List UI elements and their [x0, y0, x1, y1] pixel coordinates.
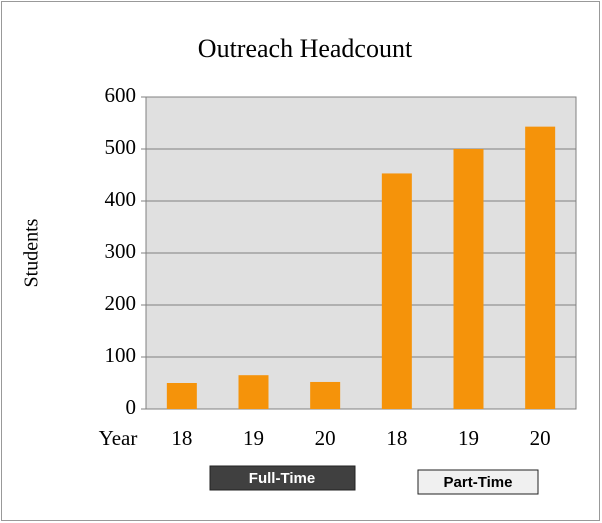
chart-title: Outreach Headcount: [198, 34, 413, 63]
x-axis-label: Year: [99, 426, 138, 450]
x-tick-label: 19: [243, 426, 264, 450]
bar: [238, 375, 269, 409]
y-tick-label: 400: [105, 187, 137, 211]
bar: [453, 149, 484, 409]
bar: [381, 173, 412, 409]
group-label: Full-Time: [249, 470, 315, 487]
bar: [525, 126, 556, 409]
y-axis-label: Students: [21, 218, 43, 287]
x-tick-label: 20: [530, 426, 551, 450]
bar: [166, 383, 197, 409]
x-tick-label: 19: [458, 426, 479, 450]
x-tick-label: 20: [315, 426, 336, 450]
x-tick-label: 18: [171, 426, 192, 450]
y-tick-label: 0: [126, 395, 137, 419]
y-tick-label: 600: [105, 83, 137, 107]
y-tick-label: 100: [105, 343, 137, 367]
y-tick-label: 300: [105, 239, 137, 263]
group-label: Part-Time: [444, 474, 513, 491]
y-tick-label: 200: [105, 291, 137, 315]
bar: [310, 381, 341, 409]
group-box: [209, 465, 356, 491]
x-tick-label: 18: [386, 426, 407, 450]
y-tick-label: 500: [105, 135, 137, 159]
group-box: [417, 469, 539, 495]
